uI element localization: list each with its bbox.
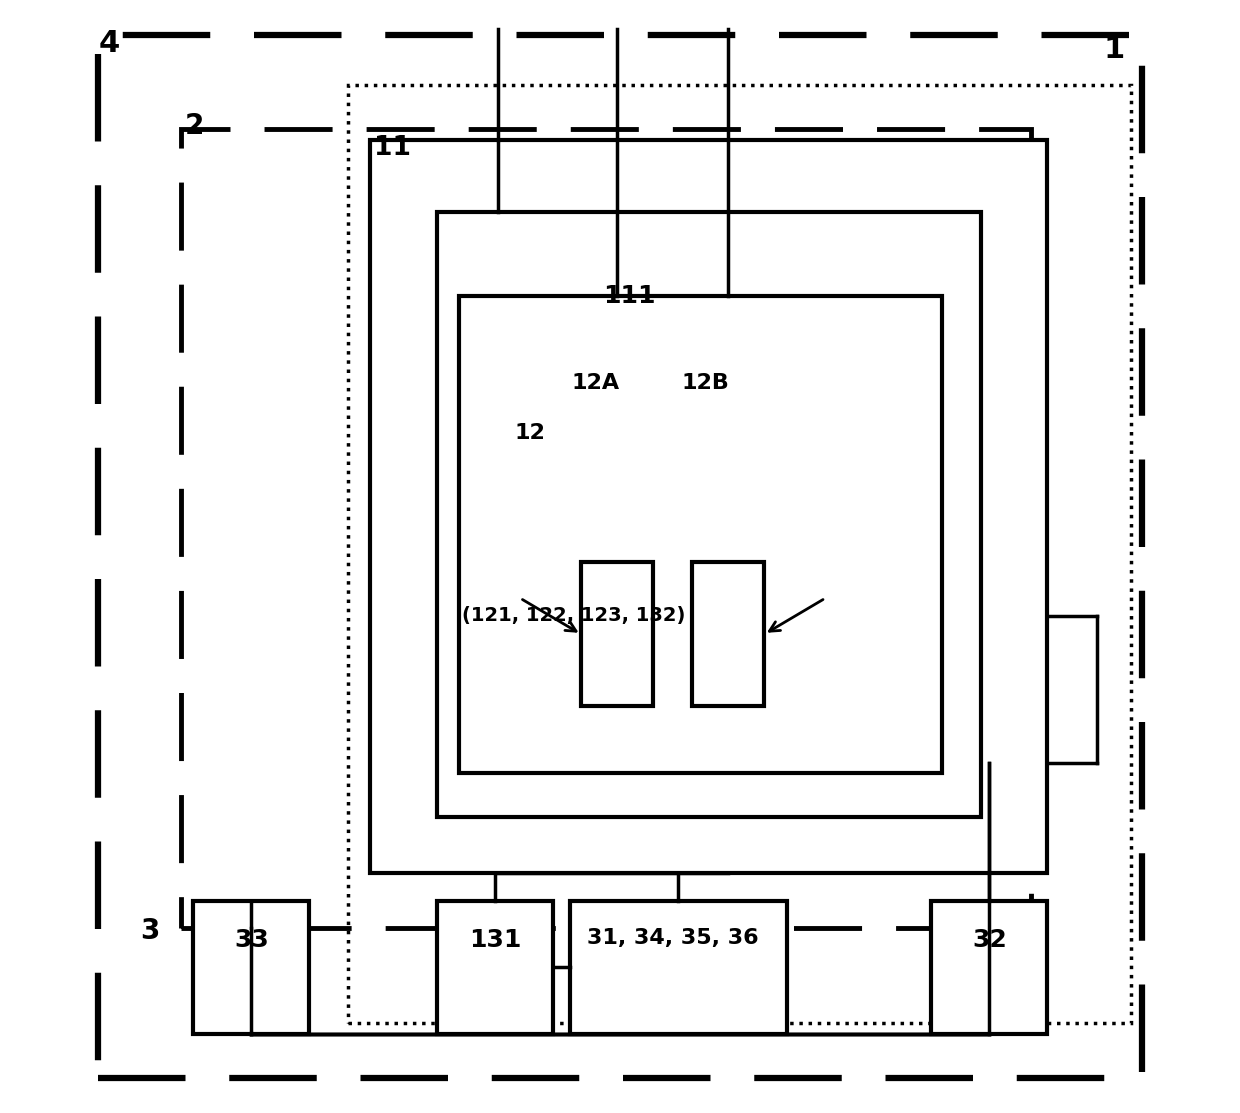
Bar [692,562,764,707]
Text: 12: 12 [515,423,546,443]
Text: 31, 34, 35, 36: 31, 34, 35, 36 [588,928,759,948]
Bar [192,900,309,1034]
Text: 11: 11 [373,135,410,160]
Bar [582,562,653,707]
Text: 32: 32 [972,928,1007,953]
Text: 33: 33 [234,928,269,953]
Bar [348,85,1131,1023]
Text: 1: 1 [1104,35,1125,63]
Text: 111: 111 [604,285,656,308]
Bar [181,129,1030,928]
Text: 12A: 12A [572,373,619,393]
Text: 3: 3 [140,917,160,945]
Text: 12B: 12B [681,373,729,393]
Text: 4: 4 [98,29,119,58]
Text: 2: 2 [185,112,205,140]
Bar [570,900,786,1034]
Bar [436,213,981,817]
Bar [459,296,942,774]
Text: 131: 131 [470,928,522,953]
Bar [436,900,553,1034]
Bar [931,900,1048,1034]
Bar [371,140,1048,873]
Text: (121, 122, 123, 132): (121, 122, 123, 132) [463,607,686,626]
